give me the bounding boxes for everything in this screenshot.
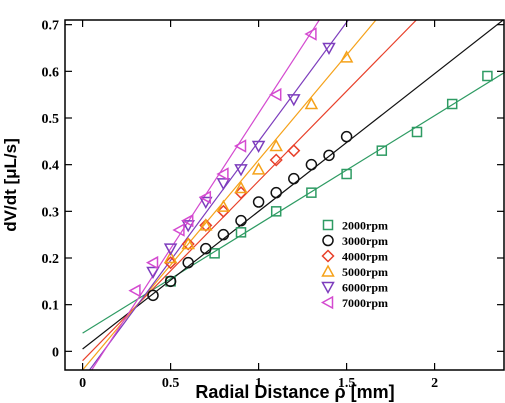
legend-marker: [320, 295, 334, 310]
data-point: [269, 153, 283, 167]
y-tick-label: 0.6: [42, 65, 60, 80]
y-tick-label: 0.4: [42, 159, 60, 174]
data-point: [164, 275, 177, 288]
data-point: [181, 236, 195, 250]
y-axis-title: dV/dt [μL/s]: [1, 138, 20, 232]
y-tick-label: 0.3: [42, 205, 60, 220]
y-tick-label: 0.5: [42, 112, 60, 127]
data-point: [216, 204, 230, 218]
data-points: [128, 27, 493, 302]
x-tick-label: 0.5: [162, 376, 180, 391]
data-point: [198, 190, 212, 205]
data-point: [235, 227, 247, 238]
data-point: [199, 218, 213, 232]
legend-label: 3000rpm: [342, 234, 388, 248]
data-point: [164, 256, 178, 270]
data-point: [269, 87, 282, 102]
data-point: [172, 223, 185, 237]
y-tick-label: 0.2: [42, 252, 60, 267]
legend-label: 5000rpm: [342, 265, 388, 279]
legend-label: 6000rpm: [342, 281, 388, 295]
legend-marker: [322, 219, 334, 231]
data-point: [209, 248, 220, 259]
data-point: [482, 70, 493, 82]
data-point: [233, 139, 247, 153]
data-point: [287, 144, 301, 158]
legend-label: 4000rpm: [342, 250, 388, 264]
x-tick-label: 1: [255, 376, 262, 391]
legend-label: 7000rpm: [342, 296, 388, 310]
data-point: [323, 149, 335, 162]
data-point: [182, 256, 194, 269]
data-point: [181, 213, 194, 228]
data-point: [147, 289, 159, 302]
data-point: [216, 167, 229, 181]
x-tick-label: 2: [431, 376, 438, 391]
data-point: [200, 242, 212, 255]
x-tick-label: 0: [79, 376, 86, 391]
data-point: [411, 126, 423, 138]
data-point: [270, 206, 282, 217]
data-point: [199, 218, 213, 231]
data-point: [305, 158, 318, 171]
data-point: [306, 187, 317, 198]
data-point: [304, 27, 317, 41]
data-point: [163, 250, 178, 264]
data-point: [235, 214, 247, 227]
fit-line: [90, 20, 321, 370]
data-point: [145, 255, 159, 270]
data-point: [216, 178, 231, 191]
legend-label: 2000rpm: [342, 219, 388, 233]
data-point: [234, 180, 248, 194]
data-point: [251, 162, 266, 175]
x-axis-title: Radial Distance ρ [mm]: [195, 382, 394, 402]
data-point: [216, 199, 231, 212]
data-point: [251, 140, 266, 154]
data-point: [252, 196, 265, 208]
y-tick-label: 0.1: [42, 299, 60, 314]
data-point: [163, 243, 178, 256]
legend-marker: [321, 264, 335, 277]
legend-marker: [322, 234, 334, 247]
data-point: [340, 130, 353, 143]
data-point: [322, 42, 336, 56]
data-point: [270, 186, 282, 199]
data-point: [446, 98, 458, 110]
plot-frame: [64, 19, 505, 371]
fit-lines: [82, 20, 505, 370]
data-point: [128, 283, 141, 298]
data-point: [146, 266, 160, 280]
data-point: [269, 138, 283, 152]
legend-marker: [321, 281, 335, 295]
data-point: [287, 94, 301, 107]
data-point: [181, 237, 195, 251]
data-point: [234, 186, 248, 200]
x-tick-label: 1.5: [338, 376, 356, 391]
y-tick-label: 0: [52, 345, 59, 360]
data-point: [288, 172, 300, 185]
y-tick-label: 0.7: [42, 19, 60, 34]
data-point: [217, 228, 230, 241]
fit-line: [82, 20, 377, 370]
data-point: [304, 96, 319, 110]
data-point: [341, 168, 352, 180]
data-point: [234, 164, 248, 177]
data-point: [376, 145, 388, 156]
fit-line: [82, 20, 418, 362]
legend-marker: [321, 249, 335, 263]
data-point: [339, 50, 354, 63]
fit-line: [88, 20, 350, 370]
axis-ticks: 0 0.5 1 1.5 2 0 0.1 0.2 0.3 0.4 0.5 0.6 0.7: [42, 19, 504, 391]
